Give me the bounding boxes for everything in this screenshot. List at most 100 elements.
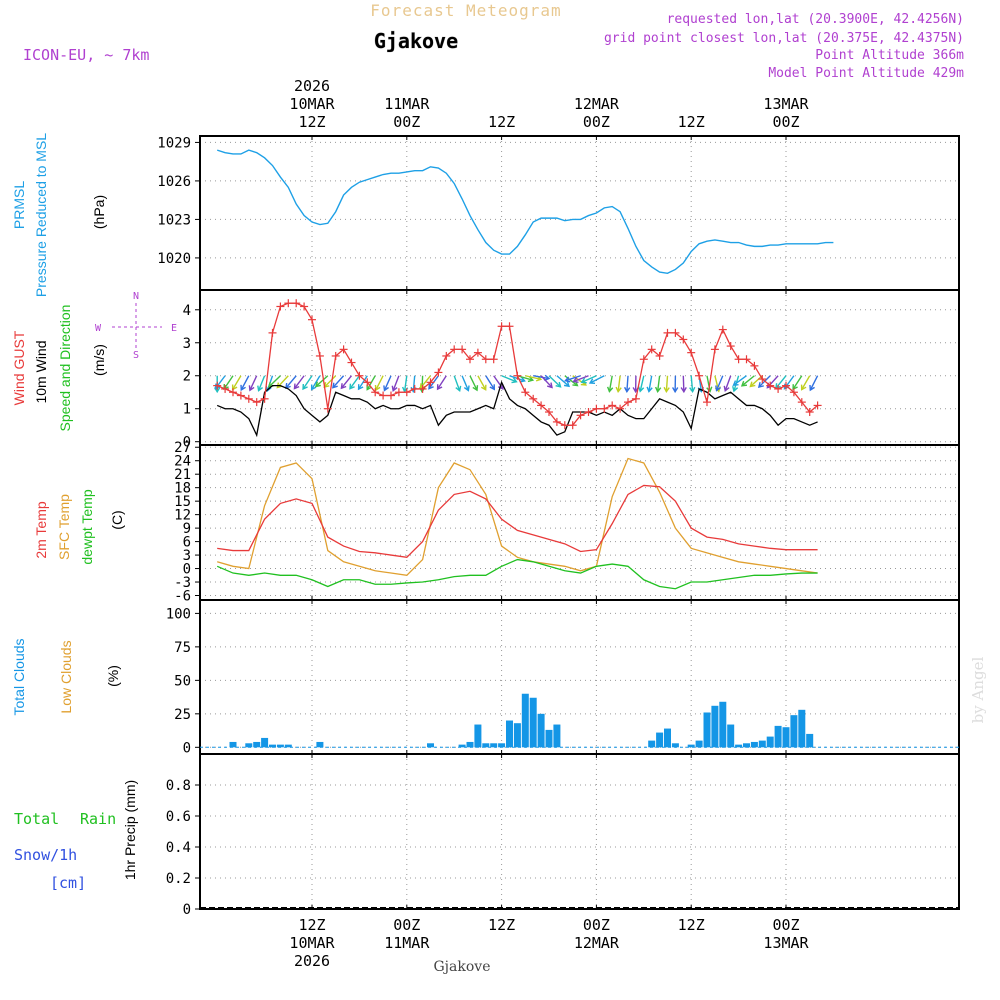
cloud-bar xyxy=(735,744,743,748)
wind-arrow-head xyxy=(489,384,495,391)
wind-arrow xyxy=(240,375,250,391)
gridpoint-coords: grid point closest lon,lat (20.375E, 42.… xyxy=(604,31,964,46)
bottom-time-axis-label: 12Z xyxy=(298,916,325,934)
cloud-bar xyxy=(316,741,324,748)
cloud-bar xyxy=(806,733,814,748)
cloud-bar xyxy=(474,724,482,748)
wind-arrow-head xyxy=(654,386,662,393)
precip-ytick-label: 0.8 xyxy=(166,778,191,794)
wind-direction-label: Speed and Direction xyxy=(57,305,73,432)
wind-arrow-head xyxy=(480,384,487,391)
wind-arrow-head xyxy=(623,386,631,394)
wind-arrow-head xyxy=(331,382,338,389)
bottom-time-axis-label: 12MAR xyxy=(574,934,620,952)
wind-arrow-head xyxy=(615,386,622,393)
pressure-line xyxy=(216,149,834,275)
wind-arrow-head xyxy=(606,386,614,393)
clouds-panel: 0 25 50 75 100 xyxy=(166,599,960,756)
wind-arrow xyxy=(581,375,597,383)
top-time-axis-label: 13MAR xyxy=(763,95,809,113)
cloud-bar xyxy=(656,732,664,748)
precip-ytick-label: 0 xyxy=(183,902,191,918)
bottom-time-axis-label: 11MAR xyxy=(384,934,430,952)
plot-layer: 102010231026102901234-6-3036912151821242… xyxy=(157,77,960,970)
wind-arrow xyxy=(809,375,819,391)
wind-arrow-head xyxy=(809,384,815,392)
precip-ytick-label: 0.4 xyxy=(166,840,191,856)
cloud-bar xyxy=(229,741,237,748)
pressure-msl-label: Pressure Reduced to MSL xyxy=(33,133,49,297)
wind-arrow xyxy=(332,375,345,389)
cloud-bar xyxy=(750,741,758,748)
wind-arrow xyxy=(477,375,487,391)
temperature-ytick-label: 3 xyxy=(183,548,191,564)
wind-arrow xyxy=(715,375,724,391)
pressure-frame xyxy=(199,135,960,291)
wind-arrow-head xyxy=(723,385,730,393)
wind-arrow xyxy=(792,375,803,390)
clouds-frame xyxy=(199,599,960,755)
wind-arrow xyxy=(626,375,629,392)
footer-location: Gjakove xyxy=(434,959,491,975)
wind-arrow xyxy=(501,375,517,383)
bottom-time-axis-label: 00Z xyxy=(393,916,420,934)
bottom-time-axis-label: 2026 xyxy=(294,952,330,970)
wind-arrow xyxy=(453,375,461,392)
temperature-ytick-label: 15 xyxy=(174,494,191,510)
wind-arrow xyxy=(403,375,408,392)
wind-ytick-label: 1 xyxy=(183,402,191,418)
credit-watermark: by Angel xyxy=(969,656,987,723)
cloud-bar xyxy=(664,728,671,748)
wind-panel: 0 1 2 3 4 xyxy=(183,289,960,451)
temperature-ytick-label: 0 xyxy=(183,562,191,578)
wind-arrow xyxy=(257,375,266,391)
wind-arrow xyxy=(469,375,478,391)
cloud-bar xyxy=(284,744,292,748)
cloud-bar xyxy=(545,729,553,748)
cloud-bar xyxy=(790,715,798,748)
cloud-bar xyxy=(553,724,561,748)
cloud-bar xyxy=(798,709,806,748)
wind-arrow-head xyxy=(511,377,518,384)
wind10m-line xyxy=(216,380,818,438)
gust-line xyxy=(216,302,819,426)
compass-w: W xyxy=(95,323,102,334)
temperature-frame xyxy=(199,444,960,601)
wind-arrow-head xyxy=(663,386,670,394)
sfc-temp-label: SFC Temp xyxy=(56,494,72,560)
top-time-axis-label: 00Z xyxy=(772,113,799,131)
bottom-time-axis-label: 10MAR xyxy=(289,934,335,952)
total-label: Total xyxy=(14,810,59,828)
cloud-bar xyxy=(648,740,656,748)
wind-arrow xyxy=(665,375,669,392)
temperature-ytick-label: -6 xyxy=(174,589,191,605)
wind-arrow xyxy=(323,375,337,388)
location-title: Gjakove xyxy=(374,29,458,53)
wind-arrow-head xyxy=(314,381,321,388)
wind-arrow-head xyxy=(689,386,696,394)
wind-arrow-head xyxy=(527,376,535,383)
wind-arrow-head xyxy=(749,381,756,388)
wind-arrow xyxy=(525,375,542,381)
wind-arrow-head xyxy=(419,383,426,390)
wind-arrow-head xyxy=(555,381,562,388)
precip-frame xyxy=(199,753,960,910)
wind-arrow xyxy=(690,375,694,392)
wind-arrow-head xyxy=(248,385,255,392)
cloud-bar xyxy=(727,724,735,748)
wind-arrow xyxy=(349,375,360,390)
temperature-ytick-label: 24 xyxy=(174,454,191,470)
wind-arrow-head xyxy=(340,383,347,390)
cloud-bar xyxy=(529,697,537,748)
wind-arrow xyxy=(608,375,613,392)
wind-arrow-head xyxy=(580,380,587,386)
cloud-bar xyxy=(703,712,711,748)
cloud-bar xyxy=(774,725,782,748)
pressure-ytick-label: 1023 xyxy=(157,212,191,228)
wind-direction-arrows xyxy=(214,374,819,394)
temp2m-label: 2m Temp xyxy=(33,501,49,559)
cloud-bar xyxy=(711,705,719,748)
cloud-bar xyxy=(766,736,774,748)
wind-arrow-head xyxy=(547,382,553,389)
compass-rose: N S W E xyxy=(95,291,177,361)
